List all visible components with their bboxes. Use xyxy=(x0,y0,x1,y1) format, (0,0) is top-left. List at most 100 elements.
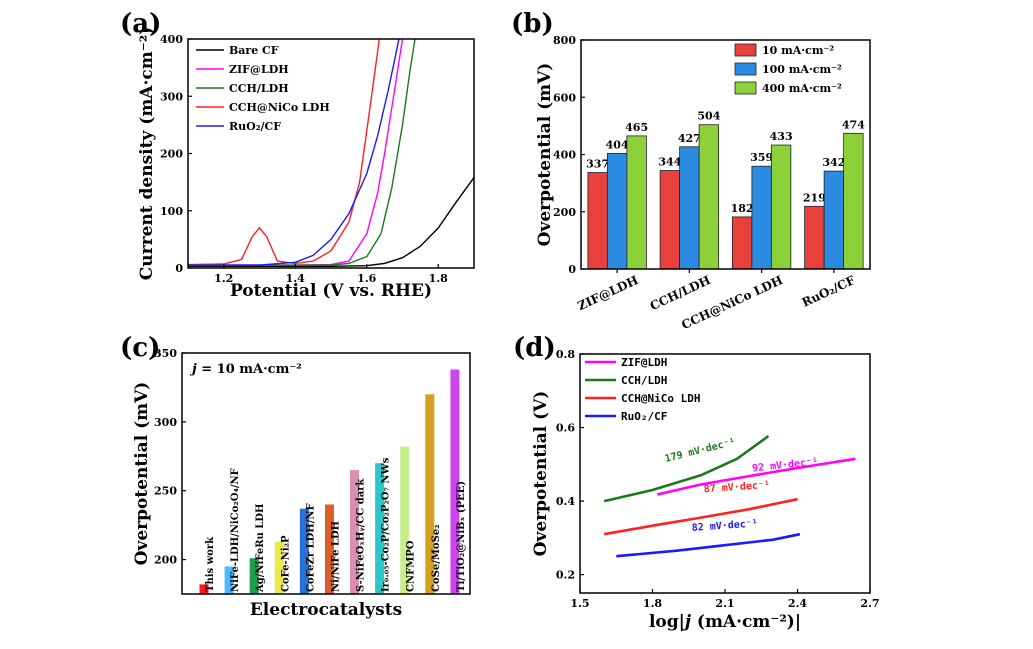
legend-label: ZIF@LDH xyxy=(621,356,667,369)
y-tick-label: 400 xyxy=(160,33,183,46)
bar xyxy=(770,144,792,270)
bar xyxy=(350,470,360,594)
bar xyxy=(698,124,720,270)
y-tick-label: 250 xyxy=(154,485,177,498)
panel-label: (c) xyxy=(120,333,160,363)
series-line-CCH/LDH xyxy=(188,39,416,266)
legend-label: 10 mA·cm⁻² xyxy=(762,44,834,57)
bar-value-label: 433 xyxy=(770,130,793,143)
y-tick-label: 800 xyxy=(553,34,576,47)
bar xyxy=(843,132,864,270)
x-axis-title: log|j (mA·cm⁻²)| xyxy=(649,612,801,632)
tafel-line-ZIF@LDH xyxy=(657,457,856,496)
panel-a: 0 100 200 300 400 1.2 1.4 1.6 1.8 (a)Current dens… xyxy=(120,9,475,301)
legend-label: RuO₂/CF xyxy=(229,120,281,133)
bar xyxy=(375,463,385,594)
plot-frame xyxy=(579,353,871,594)
bar-value-label: 474 xyxy=(842,118,865,131)
legend-label: RuO₂/CF xyxy=(621,410,667,423)
y-tick-label: 200 xyxy=(154,554,177,567)
legend-label: CCH@NiCo LDH xyxy=(229,101,330,114)
bar-category-label: NiFe-LDH/NiCo₂O₄/NF xyxy=(230,468,241,592)
panel-label: (d) xyxy=(513,333,556,363)
legend-swatch xyxy=(734,43,757,57)
current-density-annotation: j = 10 mA·cm⁻² xyxy=(189,362,302,377)
tafel-line-RuO₂/CF xyxy=(616,532,801,558)
plot-frame xyxy=(181,352,471,595)
y-axis-title: Overpotential (mV) xyxy=(132,382,152,566)
x-tick-label: 1.8 xyxy=(429,272,448,285)
x-tick-label: 1.2 xyxy=(214,272,233,285)
slope-label: 92 mV·dec⁻¹ xyxy=(752,457,819,475)
y-tick-label: 0 xyxy=(175,262,183,275)
bar xyxy=(299,508,309,594)
slope-label: 179 mV·dec⁻¹ xyxy=(664,437,737,465)
bar-value-label: 344 xyxy=(658,156,681,169)
y-tick-label: 350 xyxy=(154,347,177,360)
bar-category-label: CoFe-Ni₂P xyxy=(280,535,291,592)
y-tick-label: 0.8 xyxy=(556,348,575,361)
legend-label: Bare CF xyxy=(229,44,279,57)
y-tick-label: 0.6 xyxy=(556,422,575,435)
bar-category-label: CNFMPO xyxy=(406,540,417,592)
series-line-CCH@NiCo LDH xyxy=(188,39,380,266)
bar-category-label: Ir₀.₀₅-Co₂P/Co₂P₂O₇ NWs xyxy=(381,457,392,592)
bar-category-label: Ti/TiO₂@NiBₓ (PEE) xyxy=(456,481,467,592)
bar xyxy=(425,394,435,594)
y-tick-label: 600 xyxy=(553,91,576,104)
x-tick-label: 2.4 xyxy=(788,597,807,610)
y-tick-label: 0.2 xyxy=(556,569,575,582)
y-tick-label: 100 xyxy=(160,205,183,218)
series-line-Bare CF xyxy=(188,177,474,267)
y-tick-label: 400 xyxy=(553,149,576,162)
bar xyxy=(324,504,334,594)
y-tick-label: 200 xyxy=(553,206,576,219)
slope-label: 82 mV·dec⁻¹ xyxy=(691,518,758,534)
y-tick-label: 0 xyxy=(568,263,576,276)
x-tick-label: 1.5 xyxy=(570,597,589,610)
legend-label: CCH/LDH xyxy=(621,374,667,387)
legend-label: ZIF@LDH xyxy=(229,63,289,76)
x-category-label: RuO₂/CF xyxy=(800,273,858,310)
bar xyxy=(679,146,700,270)
x-tick-label: 1.8 xyxy=(643,597,662,610)
y-tick-label: 300 xyxy=(160,90,183,103)
legend-label: 400 mA·cm⁻² xyxy=(762,82,842,95)
x-tick-label: 2.7 xyxy=(860,597,879,610)
bar-value-label: 219 xyxy=(803,191,826,204)
x-axis-title: Electrocatalysts xyxy=(250,600,402,620)
bar-value-label: 359 xyxy=(750,151,773,164)
panel-label: (b) xyxy=(511,9,554,39)
bar xyxy=(450,369,460,594)
bar-category-label: CoSe/MoSe₂ xyxy=(431,524,442,592)
y-axis-title: Overpotential (V) xyxy=(531,391,551,557)
legend-label: CCH@NiCo LDH xyxy=(621,392,700,405)
y-axis-title: Current density (mA·cm⁻²) xyxy=(137,27,157,280)
panel-b: 337 344 182 219 404 427 359 342 465 504 433 474 0 200… xyxy=(511,9,871,332)
legend-label: 100 mA·cm⁻² xyxy=(762,63,842,76)
legend-swatch xyxy=(734,62,757,76)
panel-label: (a) xyxy=(120,9,161,39)
x-tick-label: 1.4 xyxy=(286,272,305,285)
bar-category-label: Ag/NiFeRu LDH xyxy=(255,504,266,593)
bar xyxy=(199,584,209,594)
bar-value-label: 182 xyxy=(731,202,754,215)
y-tick-label: 0.4 xyxy=(556,495,575,508)
x-tick-label: 1.6 xyxy=(357,272,376,285)
y-axis-title: Overpotential (mV) xyxy=(535,63,555,247)
bar-value-label: 342 xyxy=(822,156,845,169)
bar xyxy=(224,566,234,594)
bar xyxy=(659,170,681,270)
bar-category-label: Ni/NiFe LDH xyxy=(330,521,341,592)
bar xyxy=(606,152,628,270)
bar xyxy=(626,135,647,270)
bar xyxy=(804,205,825,270)
bar-category-label: CoFeZr LDH/NF xyxy=(305,503,316,592)
bar-value-label: 465 xyxy=(625,121,648,134)
bar xyxy=(751,165,772,270)
series-line-RuO₂/CF xyxy=(188,39,400,266)
x-axis-title: Potential (V vs. RHE) xyxy=(230,281,432,301)
bar-category-label: This work xyxy=(205,536,216,592)
bar-value-label: 427 xyxy=(678,132,701,145)
